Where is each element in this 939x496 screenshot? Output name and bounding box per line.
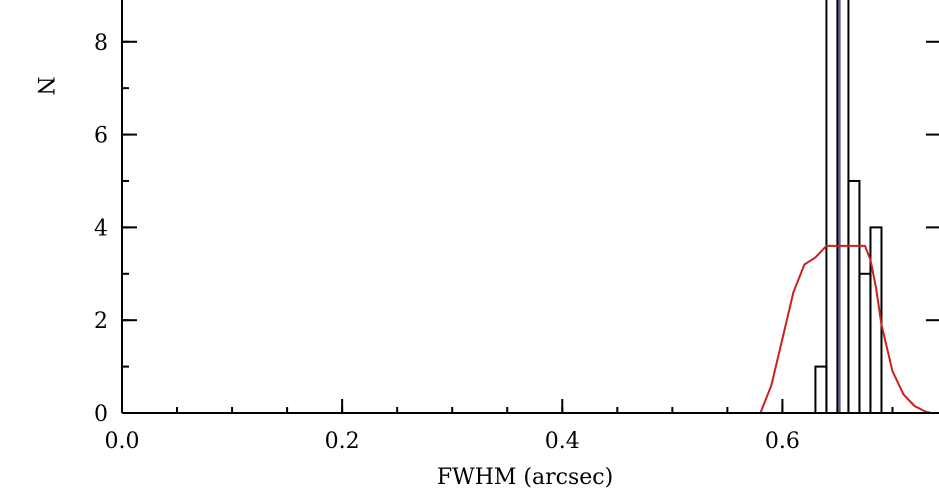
x-tick-label: 0.4	[545, 429, 580, 454]
x-axis: 0.0 0.2 0.4 0.6	[105, 399, 931, 454]
y-axis: 0 2 4 6 8	[94, 0, 939, 427]
distribution-curve	[122, 244, 932, 414]
x-axis-title: FWHM (arcsec)	[437, 465, 613, 490]
y-tick-label: 2	[94, 309, 108, 334]
y-tick-label: 0	[94, 402, 108, 427]
plot-area	[122, 0, 932, 415]
y-tick-label: 8	[94, 31, 108, 56]
x-tick-label: 0.2	[325, 429, 360, 454]
histogram-bar-0	[814, 365, 828, 415]
histogram-bar-4	[858, 272, 872, 415]
y-tick-label: 6	[94, 124, 108, 149]
histogram-bar-1	[825, 0, 839, 414]
y-axis-title: N	[32, 76, 57, 95]
x-tick-label: 0.0	[105, 429, 140, 454]
x-tick-label: 0.6	[765, 429, 800, 454]
histogram-bar-3	[847, 179, 861, 414]
y-tick-label: 4	[94, 216, 108, 241]
